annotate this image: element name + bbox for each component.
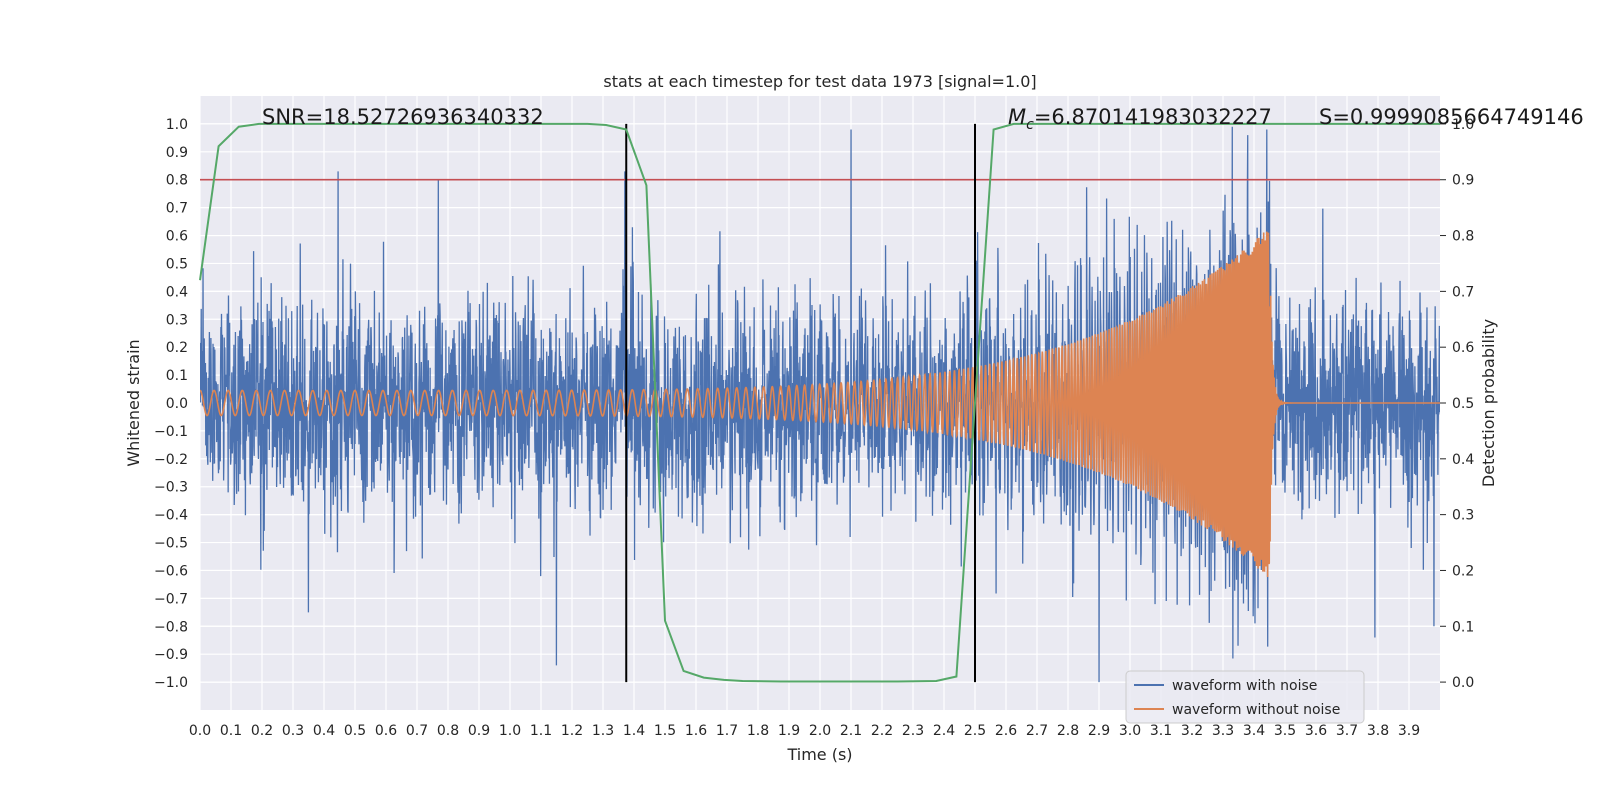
series-line-waveform-without-noise bbox=[200, 231, 1440, 578]
chirp-mass-symbol: M bbox=[1008, 105, 1026, 129]
x-tick-label: 1.5 bbox=[654, 723, 676, 739]
y-tick-label: 0.1 bbox=[166, 368, 188, 384]
legend-box bbox=[1125, 670, 1365, 724]
x-tick-label: 3.2 bbox=[1181, 723, 1203, 739]
x-tick-label: 1.2 bbox=[561, 723, 583, 739]
x-tick-label: 0.8 bbox=[437, 723, 459, 739]
x-tick-label: 1.1 bbox=[530, 723, 552, 739]
y-tick-label: 0.5 bbox=[166, 256, 188, 272]
y-tick-label: 1.0 bbox=[166, 117, 188, 133]
y-tick-label: 0.9 bbox=[166, 145, 188, 161]
y-tick-label: −0.1 bbox=[154, 424, 188, 440]
y2-tick-label: 0.3 bbox=[1452, 508, 1474, 524]
y2-axis-label: Detection probability bbox=[1479, 319, 1498, 487]
chart-title: stats at each timestep for test data 197… bbox=[603, 72, 1036, 91]
x-tick-label: 2.0 bbox=[809, 723, 831, 739]
x-tick-label: 0.3 bbox=[282, 723, 304, 739]
x-tick-label: 2.9 bbox=[1088, 723, 1110, 739]
x-tick-label: 2.2 bbox=[871, 723, 893, 739]
x-tick-label: 0.9 bbox=[468, 723, 490, 739]
series-layer bbox=[200, 126, 1440, 683]
chirp-mass-value: =6.870141983032227 bbox=[1034, 105, 1272, 129]
y2-tick-label: 0.5 bbox=[1452, 396, 1474, 412]
y2-tick-label: 1.0 bbox=[1452, 117, 1474, 133]
x-tick-label: 0.1 bbox=[220, 723, 242, 739]
x-tick-label: 2.6 bbox=[995, 723, 1017, 739]
x-tick-label: 3.9 bbox=[1398, 723, 1420, 739]
y-tick-label: 0.7 bbox=[166, 201, 188, 217]
x-tick-label: 3.7 bbox=[1336, 723, 1358, 739]
axes-layer: 0.0 0.1 0.2 0.3 0.4 0.5 0.6 0.7 0.8 0.9 1.0 1.1 1.2 1… bbox=[154, 117, 1474, 739]
x-tick-label: 2.7 bbox=[1026, 723, 1048, 739]
y-tick-label: −1.0 bbox=[154, 675, 188, 691]
y2-tick-label: 0.0 bbox=[1452, 675, 1474, 691]
y-tick-label: 0.8 bbox=[166, 173, 188, 189]
snr-annotation: SNR=18.52726936340332 bbox=[262, 105, 544, 129]
y2-tick-label: 0.4 bbox=[1452, 452, 1474, 468]
chirp-mass-annotation: Mc=6.870141983032227 bbox=[1008, 105, 1272, 133]
x-tick-label: 3.3 bbox=[1212, 723, 1234, 739]
x-tick-label: 2.3 bbox=[902, 723, 924, 739]
legend: waveform with noise waveform without noi… bbox=[1125, 670, 1365, 724]
x-tick-label: 2.8 bbox=[1057, 723, 1079, 739]
x-tick-label: 1.3 bbox=[592, 723, 614, 739]
chirp-mass-subscript: c bbox=[1026, 117, 1034, 133]
x-tick-label: 0.4 bbox=[313, 723, 335, 739]
x-tick-label: 0.7 bbox=[406, 723, 428, 739]
x-tick-label: 0.0 bbox=[189, 723, 211, 739]
x-tick-label: 1.7 bbox=[716, 723, 738, 739]
y-tick-label: −0.6 bbox=[154, 563, 188, 579]
x-tick-label: 3.0 bbox=[1119, 723, 1141, 739]
y2-tick-label: 0.2 bbox=[1452, 563, 1474, 579]
x-tick-label: 3.4 bbox=[1243, 723, 1265, 739]
y-tick-label: 0.3 bbox=[166, 312, 188, 328]
x-tick-label: 1.0 bbox=[499, 723, 521, 739]
y2-tick-label: 0.9 bbox=[1452, 173, 1474, 189]
y2-tick-label: 0.1 bbox=[1452, 619, 1474, 635]
marks-layer bbox=[199, 122, 1440, 683]
y-tick-label: −0.3 bbox=[154, 480, 188, 496]
x-tick-label: 3.6 bbox=[1305, 723, 1327, 739]
y-axis-label: Whitened strain bbox=[124, 339, 143, 466]
x-tick-label: 2.1 bbox=[840, 723, 862, 739]
x-tick-label: 1.4 bbox=[623, 723, 645, 739]
y-tick-label: 0.2 bbox=[166, 340, 188, 356]
x-tick-label: 1.9 bbox=[778, 723, 800, 739]
series-line-detection-probability bbox=[199, 122, 1440, 683]
x-tick-label: 2.4 bbox=[933, 723, 955, 739]
y-tick-label: 0.4 bbox=[166, 284, 188, 300]
x-axis-label: Time (s) bbox=[786, 745, 852, 764]
x-tick-label: 1.8 bbox=[747, 723, 769, 739]
y-tick-label: −0.7 bbox=[154, 591, 188, 607]
y-tick-label: −0.4 bbox=[154, 508, 188, 524]
x-tick-label: 0.6 bbox=[375, 723, 397, 739]
x-tick-label: 1.6 bbox=[685, 723, 707, 739]
x-tick-label: 3.1 bbox=[1150, 723, 1172, 739]
legend-entry-clean: waveform without noise bbox=[1172, 702, 1340, 718]
y-tick-label: −0.2 bbox=[154, 452, 188, 468]
y2-tick-label: 0.8 bbox=[1452, 229, 1474, 245]
y-tick-label: −0.9 bbox=[154, 647, 188, 663]
x-tick-label: 0.5 bbox=[344, 723, 366, 739]
y-tick-label: −0.5 bbox=[154, 536, 188, 552]
y-tick-label: 0.6 bbox=[166, 229, 188, 245]
x-tick-label: 0.2 bbox=[251, 723, 273, 739]
y2-tick-label: 0.7 bbox=[1452, 284, 1474, 300]
y-tick-label: 0.0 bbox=[166, 396, 188, 412]
x-tick-label: 3.8 bbox=[1367, 723, 1389, 739]
x-tick-label: 3.5 bbox=[1274, 723, 1296, 739]
legend-entry-noise: waveform with noise bbox=[1172, 678, 1317, 694]
x-tick-label: 2.5 bbox=[964, 723, 986, 739]
score-annotation: S=0.9999085664749146 bbox=[1319, 105, 1584, 129]
y-tick-label: −0.8 bbox=[154, 619, 188, 635]
y2-tick-label: 0.6 bbox=[1452, 340, 1474, 356]
